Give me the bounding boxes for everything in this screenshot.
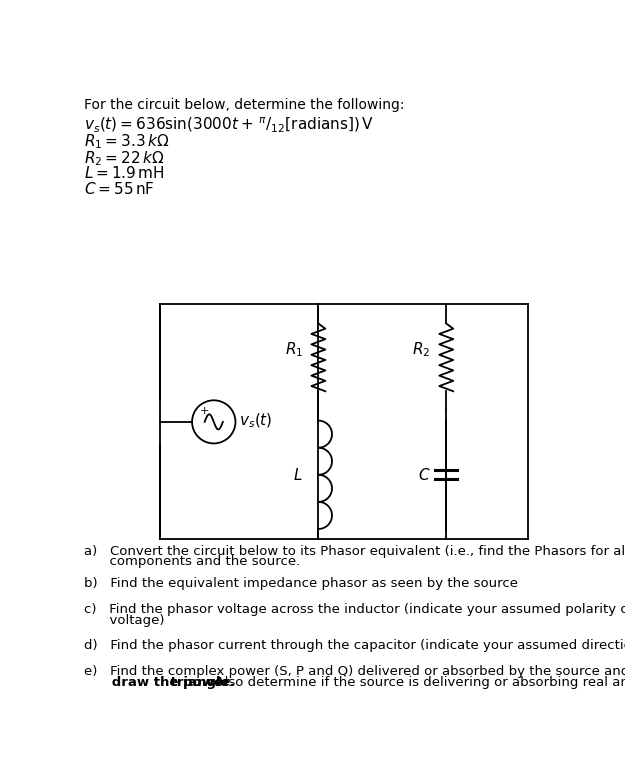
Text: e)   Find the complex power (S, P and Q) delivered or absorbed by the source and: e) Find the complex power (S, P and Q) d… [84,665,625,678]
Text: $R_1$: $R_1$ [284,340,303,359]
Text: $R_2$: $R_2$ [412,340,431,359]
Text: b)   Find the equivalent impedance phasor as seen by the source: b) Find the equivalent impedance phasor … [84,577,518,590]
Text: +: + [200,406,209,416]
Text: d)   Find the phasor current through the capacitor (indicate your assumed direct: d) Find the phasor current through the c… [84,639,625,652]
Text: $C = 55\,\mathrm{nF}$: $C = 55\,\mathrm{nF}$ [84,182,155,197]
Text: a)   Convert the circuit below to its Phasor equivalent (i.e., find the Phasors : a) Convert the circuit below to its Phas… [84,545,625,558]
Text: components and the source.: components and the source. [84,555,301,568]
Text: $C$: $C$ [418,466,431,483]
Text: triangle.: triangle. [166,676,234,689]
Text: $L = 1.9\,\mathrm{mH}$: $L = 1.9\,\mathrm{mH}$ [84,165,165,181]
Text: draw the power: draw the power [84,676,230,689]
Text: $v_s(t) = 636\sin(3000t +$$\,^{\pi}/_{12}$$\mathrm{[radians])\,V}$: $v_s(t) = 636\sin(3000t +$$\,^{\pi}/_{12… [84,115,374,134]
Text: c)   Find the phasor voltage across the inductor (indicate your assumed polarity: c) Find the phasor voltage across the in… [84,603,625,616]
Text: voltage): voltage) [84,614,165,627]
Text: $v_s(t)$: $v_s(t)$ [239,411,273,430]
Text: For the circuit below, determine the following:: For the circuit below, determine the fol… [84,98,405,112]
Text: $R_2 = 22\,k\Omega$: $R_2 = 22\,k\Omega$ [84,149,165,168]
Text: $L$: $L$ [293,466,303,483]
Text: Also determine if the source is delivering or absorbing real and reactive power.: Also determine if the source is deliveri… [207,676,625,689]
Text: $R_1 = 3.3\,k\Omega$: $R_1 = 3.3\,k\Omega$ [84,133,169,152]
